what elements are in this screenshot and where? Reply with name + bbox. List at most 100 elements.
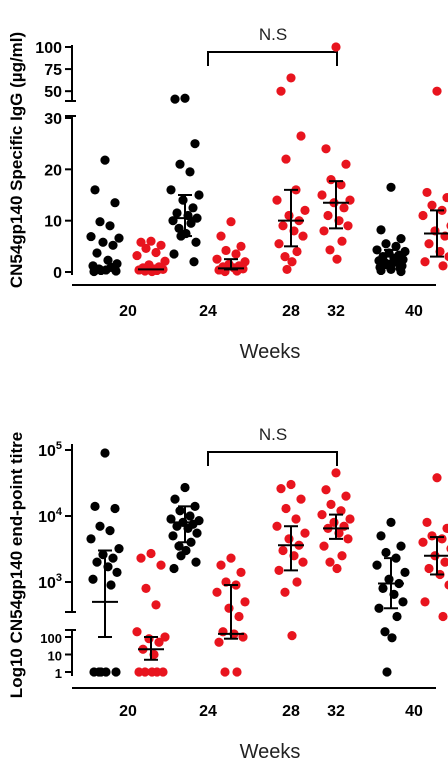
top-data-point-week24-red xyxy=(216,231,226,241)
top-data-point-week28-red xyxy=(281,154,291,164)
bottom-data-point-week28-red xyxy=(292,577,302,587)
top-data-point-week20-red xyxy=(160,256,170,266)
top-data-point-week40-red xyxy=(420,257,430,267)
bottom-data-point-week32-red xyxy=(317,510,327,520)
bottom-data-point-week24-black xyxy=(170,494,180,504)
top-data-point-week20-red xyxy=(141,243,151,253)
bottom-y-tick-label: 1 xyxy=(55,666,62,681)
bottom-data-point-week24-red xyxy=(218,627,228,637)
top-data-point-week40-red xyxy=(442,192,448,203)
bottom-ns-bracket xyxy=(207,451,338,466)
top-data-point-week28-red xyxy=(282,264,292,275)
top-data-point-week24-red xyxy=(221,245,231,256)
top-y-tick-label: 30 xyxy=(44,111,62,128)
top-data-point-week40-black xyxy=(386,182,396,192)
top-data-point-week32-red xyxy=(336,180,346,190)
bottom-data-point-week40-red xyxy=(432,473,442,483)
top-data-point-week28-red xyxy=(296,131,306,141)
top-x-tick-label: 28 xyxy=(282,303,300,320)
bottom-data-point-week40-red xyxy=(444,580,448,590)
top-data-point-week28-red xyxy=(286,73,296,83)
bottom-data-point-week24-black xyxy=(190,501,200,511)
bottom-data-point-week32-red xyxy=(325,557,335,567)
top-data-point-week20-red xyxy=(147,266,157,277)
top-data-point-week24-black xyxy=(169,249,179,259)
bottom-data-point-week20-black xyxy=(86,534,96,544)
top-data-point-week24-black xyxy=(185,167,195,177)
bottom-data-point-week32-red xyxy=(345,514,355,524)
top-data-point-week24-black xyxy=(175,159,185,169)
top-data-point-week24-black xyxy=(189,257,199,267)
top-y-axis-label: CN54gp140 Specific IgG (µg/ml) xyxy=(7,32,26,288)
top-data-point-week32-red xyxy=(339,203,349,213)
bottom-data-point-week28-red xyxy=(298,557,308,567)
bottom-data-point-week24-red xyxy=(216,560,226,570)
bottom-data-point-week28-red xyxy=(274,565,284,575)
top-data-point-week32-red xyxy=(332,254,342,264)
bottom-data-point-week24-black xyxy=(185,511,195,521)
bottom-data-point-week24-black xyxy=(166,514,176,524)
bottom-data-point-week24-red xyxy=(220,667,230,677)
top-data-point-week32-red xyxy=(325,245,335,255)
top-data-point-week24-black xyxy=(186,218,196,228)
bottom-data-point-week20-red xyxy=(160,632,170,642)
bottom-y-tick-label: 100 xyxy=(40,631,62,646)
bottom-ns-annotation: N.S xyxy=(259,425,287,444)
bottom-data-point-week20-black xyxy=(89,667,99,677)
bottom-x-tick-label: 28 xyxy=(282,703,300,720)
top-data-point-week24-red xyxy=(231,249,241,259)
top-data-point-week20-black xyxy=(108,240,118,250)
bottom-data-point-week20-red xyxy=(140,667,150,677)
top-data-point-week24-red xyxy=(236,241,246,251)
bottom-y-tick-label: 10 xyxy=(48,649,62,664)
bottom-data-point-week40-black xyxy=(396,541,406,551)
bottom-data-point-week40-black xyxy=(398,597,408,607)
top-panel: 0 10 20 30 50 75 100 20 24 28 32 40 xyxy=(35,40,448,320)
top-data-point-week40-black xyxy=(391,241,401,251)
bottom-data-point-week28-red xyxy=(296,494,306,504)
bottom-data-point-week24-black xyxy=(174,541,184,551)
top-data-point-week20-black xyxy=(90,185,100,195)
bottom-data-point-week32-red xyxy=(337,551,347,561)
bottom-data-point-week40-black xyxy=(376,531,386,541)
top-data-point-week24-black xyxy=(190,139,200,149)
bottom-data-point-week28-red xyxy=(280,587,290,597)
bottom-data-point-week20-black xyxy=(108,553,118,563)
bottom-data-point-week40-black xyxy=(387,633,397,643)
bottom-data-point-week40-red xyxy=(427,531,437,541)
bottom-x-tick-label: 32 xyxy=(327,703,345,720)
bottom-data-point-week24-red xyxy=(214,637,224,647)
bottom-data-point-week20-black xyxy=(111,667,121,677)
top-data-point-week28-red xyxy=(300,205,310,215)
bottom-data-point-week20-red xyxy=(146,548,156,559)
bottom-data-point-week20-black xyxy=(88,574,98,584)
top-x-tick-label: 40 xyxy=(405,303,423,320)
bottom-data-point-week32-red xyxy=(341,491,351,501)
top-data-point-week20-black xyxy=(95,217,105,227)
top-data-point-week28-red xyxy=(276,86,286,96)
bottom-data-point-week24-black xyxy=(175,506,185,516)
bottom-data-point-week40-black xyxy=(374,603,384,613)
bottom-data-point-week20-black xyxy=(106,580,116,590)
top-data-point-week20-red xyxy=(146,236,156,246)
top-data-point-week28-red xyxy=(280,252,290,262)
bottom-data-point-week20-red xyxy=(132,627,142,637)
bottom-data-point-week32-red xyxy=(343,534,353,544)
top-x-tick-label: 24 xyxy=(199,303,217,320)
bottom-data-point-week28-red xyxy=(276,484,286,494)
top-data-point-week40-red xyxy=(424,239,434,249)
top-data-point-week32-red xyxy=(341,159,351,169)
top-y-tick-label: 10 xyxy=(44,214,62,231)
bottom-data-point-week40-red xyxy=(437,534,447,544)
top-y-tick-label: 75 xyxy=(44,62,62,79)
top-data-point-week24-black xyxy=(170,94,180,104)
top-data-point-week20-black xyxy=(86,231,96,242)
bottom-data-point-week40-black xyxy=(381,547,391,558)
top-data-point-week28-red xyxy=(284,210,294,221)
top-ns-bracket xyxy=(207,51,338,66)
bottom-data-point-week24-black xyxy=(168,531,178,541)
top-data-point-week40-red xyxy=(438,261,448,271)
top-data-point-week32-red xyxy=(321,144,331,154)
bottom-data-point-week40-red xyxy=(442,523,448,533)
top-data-point-week40-red xyxy=(422,187,432,198)
